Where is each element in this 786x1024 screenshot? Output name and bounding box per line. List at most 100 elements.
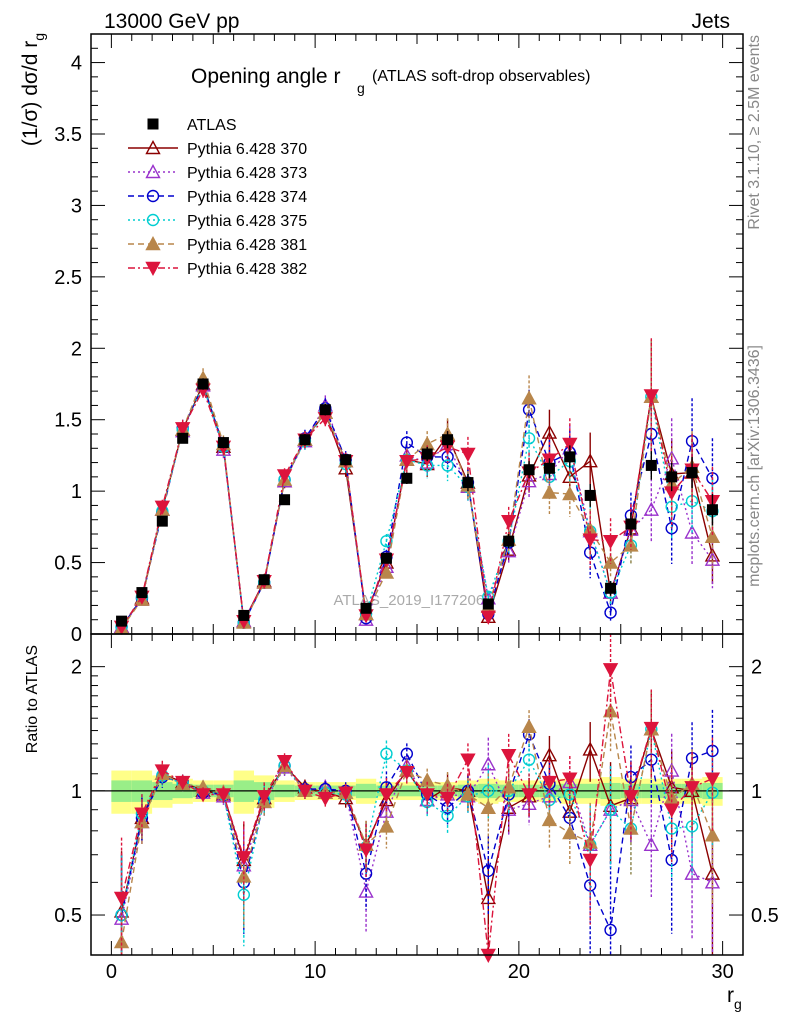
data-point xyxy=(522,432,536,445)
data-point xyxy=(442,434,454,446)
data-point xyxy=(462,477,474,489)
ratio-point xyxy=(664,803,680,818)
top-y-tick-label: 0.5 xyxy=(54,553,82,575)
top-y-tick-label: 4 xyxy=(71,53,82,75)
chart-title-main: Opening angle r xyxy=(191,65,340,88)
x-tick-label: 30 xyxy=(712,961,734,983)
ratio-point xyxy=(439,791,456,807)
data-point xyxy=(706,504,718,516)
top-y-tick-label: 3.5 xyxy=(54,124,82,146)
ratio-y-tick-label: 0.5 xyxy=(54,905,82,927)
ratio-point xyxy=(419,772,435,787)
data-point xyxy=(602,534,619,550)
data-point xyxy=(582,533,598,548)
top-y-tick-label: 1.5 xyxy=(54,410,82,432)
data-point xyxy=(460,447,476,462)
ratio-point xyxy=(317,791,333,807)
side-rivet-label: Rivet 3.1.10, ≥ 2.5M events xyxy=(746,35,763,230)
legend-marker xyxy=(145,236,161,251)
top-y-tick-label: 0 xyxy=(71,624,82,646)
ratio-point xyxy=(460,753,476,768)
legend-entry: ATLAS xyxy=(147,117,237,134)
series-line xyxy=(121,382,714,628)
data-point xyxy=(136,587,148,599)
series-line xyxy=(121,376,714,629)
ratio-point xyxy=(358,843,374,858)
ratio-point xyxy=(704,772,721,787)
data-point xyxy=(175,422,191,437)
ratio-point xyxy=(215,788,232,803)
ratio-point xyxy=(521,788,537,803)
data-point xyxy=(584,489,596,501)
ratio-point xyxy=(380,747,393,760)
legend-label: Pythia 6.428 370 xyxy=(187,141,307,158)
ratio-point xyxy=(521,718,537,733)
chart-title: Opening angle r g (ATLAS soft-drop obser… xyxy=(191,65,590,96)
ratio-point xyxy=(604,923,617,937)
data-point xyxy=(521,390,537,405)
data-point xyxy=(625,518,637,530)
ratio-point xyxy=(665,822,678,835)
ratio-point xyxy=(113,934,130,949)
legend-label: Pythia 6.428 381 xyxy=(187,237,307,254)
data-point xyxy=(319,404,331,416)
legend-marker xyxy=(146,189,160,203)
ratio-point xyxy=(501,749,517,764)
ratio-point xyxy=(154,764,170,779)
legend-label: ATLAS xyxy=(187,117,237,134)
ratio-point xyxy=(562,825,578,840)
data-point xyxy=(177,432,189,444)
data-point xyxy=(704,551,721,566)
ratio-line xyxy=(120,727,714,912)
series-line xyxy=(121,383,714,628)
ratio-line xyxy=(120,669,713,956)
chart-title-sub: g xyxy=(357,80,365,96)
data-point xyxy=(686,467,698,479)
legend-entry: Pythia 6.428 373 xyxy=(128,164,307,182)
legend-marker xyxy=(145,261,161,276)
legend-entry: Pythia 6.428 381 xyxy=(128,236,307,254)
data-point xyxy=(666,471,678,483)
axes-layer: 0 0.5 1 1.5 2 2.5 3 3.5 4 0 10 20 30 0.5 0.5 1 1 2 2 xyxy=(54,33,779,983)
ratio-point xyxy=(541,775,558,791)
series-atlas xyxy=(116,378,718,627)
data-point xyxy=(156,515,168,527)
ratio-y-tick-label-right: 0.5 xyxy=(751,905,779,927)
legend-marker xyxy=(145,140,161,155)
ratio-point xyxy=(419,788,435,803)
ratio-point xyxy=(541,811,558,827)
data-point xyxy=(441,459,454,472)
legend: ATLAS Pythia 6.428 370 Pythia 6.428 373 Pyt… xyxy=(128,117,307,278)
data-point xyxy=(238,609,250,621)
ratio-series-pythia-6-428-370 xyxy=(113,690,721,955)
series-line xyxy=(121,383,713,628)
ratio-line xyxy=(120,732,713,933)
x-tick-label: 0 xyxy=(106,961,117,983)
chart-title-tail: (ATLAS soft-drop observables) xyxy=(372,68,590,85)
ratio-point xyxy=(378,788,395,803)
data-point xyxy=(217,437,229,449)
ratio-point xyxy=(562,772,578,787)
data-point xyxy=(340,454,352,466)
data-point xyxy=(116,615,128,627)
data-point xyxy=(482,598,494,610)
ratio-y-axis-label: Ratio to ATLAS xyxy=(24,645,41,753)
x-axis-label-sub: g xyxy=(734,996,742,1012)
x-axis-label-main: r xyxy=(727,984,734,1007)
ratio-point xyxy=(480,756,496,771)
top-y-tick-label: 1 xyxy=(71,481,82,503)
data-point xyxy=(521,473,537,488)
ratio-point xyxy=(338,786,354,801)
data-point xyxy=(541,484,558,499)
legend-marker xyxy=(146,213,160,227)
ratio-point xyxy=(684,781,700,796)
ratio-point xyxy=(643,721,659,736)
data-point xyxy=(582,453,598,468)
ratio-point xyxy=(175,775,191,791)
legend-entry: Pythia 6.428 375 xyxy=(128,213,307,230)
data-point xyxy=(380,534,393,548)
data-point xyxy=(279,494,291,506)
data-point xyxy=(564,451,576,463)
top-y-tick-label: 2 xyxy=(71,338,82,360)
